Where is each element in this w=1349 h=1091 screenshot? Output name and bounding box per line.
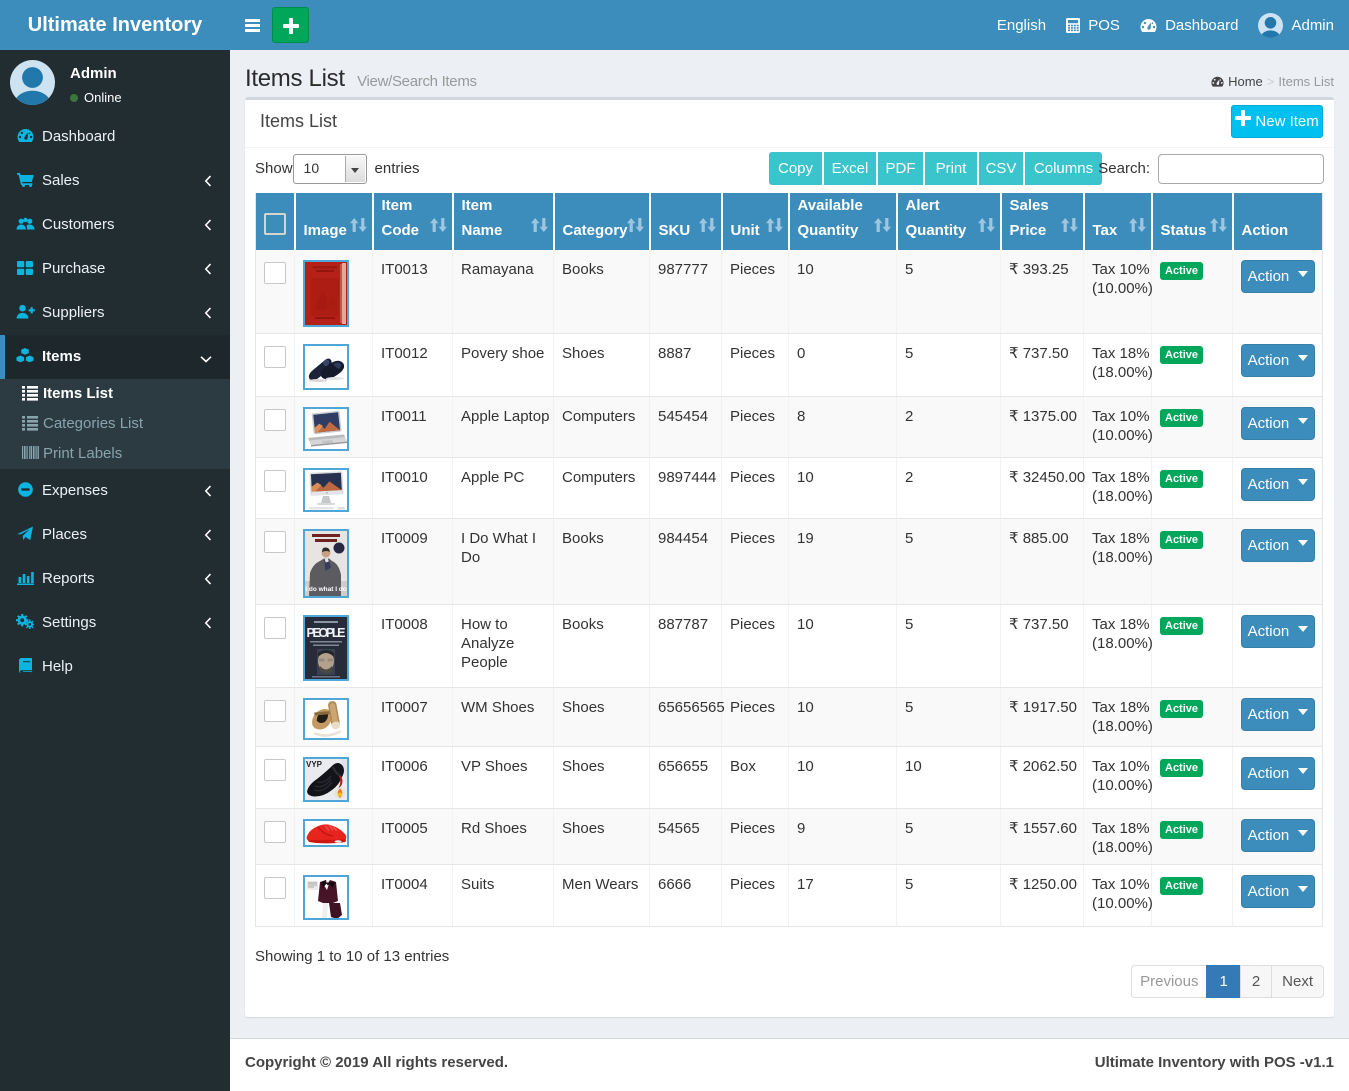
- svg-text:PEOPLE: PEOPLE: [307, 626, 346, 640]
- svg-text:I do what I do: I do what I do: [305, 586, 347, 593]
- svg-text:VYP: VYP: [306, 760, 323, 769]
